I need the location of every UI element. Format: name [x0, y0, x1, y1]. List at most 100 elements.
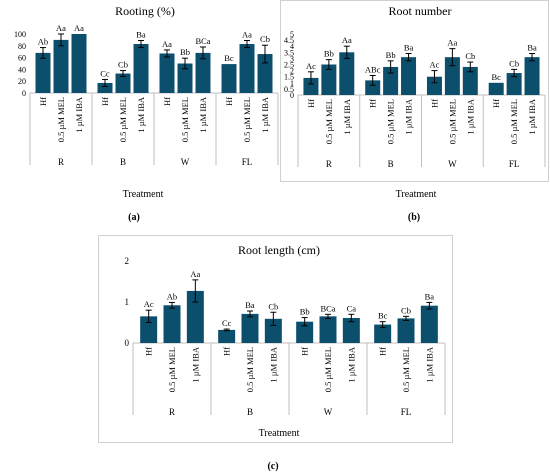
group-label: B — [388, 159, 394, 169]
chart-title: Rooting (%) — [115, 4, 175, 18]
bar — [339, 52, 355, 95]
bar — [401, 57, 417, 95]
data-label: Bb — [300, 307, 310, 317]
data-label: BCa — [195, 36, 210, 46]
panel-frame — [280, 0, 549, 182]
bar — [321, 64, 337, 95]
data-label: Aa — [447, 38, 457, 48]
bar — [257, 54, 273, 93]
category-tick-label: Hf — [222, 347, 232, 356]
category-tick-label: Hf — [378, 347, 388, 356]
error-bar — [262, 44, 268, 64]
bar — [444, 57, 460, 95]
chart-root-length: Root length (cm) 0 1 2 R Hf 0.5 µM MEL 1 µM IB… — [98, 235, 453, 472]
category-tick-label: Hf — [306, 99, 316, 108]
error-bar — [223, 328, 230, 332]
bar — [264, 318, 282, 343]
error-bar — [200, 46, 206, 60]
data-label: Ac — [306, 61, 316, 71]
data-label: Ac — [429, 60, 439, 70]
bar — [420, 305, 438, 343]
data-label: Ab — [38, 37, 48, 47]
panel-label: (a) — [128, 212, 140, 223]
chart-title: Root number — [389, 4, 452, 18]
y-tick-label: 3 — [290, 54, 294, 63]
panel-label: (b) — [408, 212, 420, 223]
bar — [524, 57, 540, 95]
data-label: Cc — [222, 318, 232, 328]
chart-title: Root length (cm) — [238, 243, 320, 257]
x-axis-label: Treatment — [396, 189, 437, 200]
category-tick-label: 0.5 µM MEL — [447, 99, 457, 144]
category-tick-label: Hf — [368, 99, 378, 108]
error-bar — [405, 53, 412, 62]
category-tick-label: 0.5 µM MEL — [401, 347, 411, 392]
category-tick-label: 0.5 µM MEL — [324, 99, 334, 144]
chart-root-number: Root number 00.511.522.533.544.55 R Hf 0.5 … — [280, 0, 549, 223]
data-label: Cb — [401, 305, 411, 315]
bar — [296, 321, 314, 343]
error-bar — [325, 59, 332, 70]
error-bar — [145, 309, 152, 323]
error-bar — [387, 60, 394, 74]
y-tick-label: 4.5 — [284, 36, 294, 45]
data-label: Bb — [386, 50, 396, 60]
y-tick-label: 0 — [22, 89, 26, 98]
bar — [97, 82, 113, 93]
group-label: R — [58, 157, 64, 167]
y-tick-label: 3.5 — [284, 48, 294, 57]
data-label: Aa — [56, 23, 66, 33]
bar — [186, 290, 204, 343]
bar — [239, 44, 255, 93]
category-tick-label: Hf — [429, 99, 439, 108]
category-tick-label: Hf — [224, 97, 234, 106]
category-tick-label: 1 µM IBA — [527, 98, 537, 134]
category-tick-label: Hf — [100, 97, 110, 106]
bar — [221, 64, 237, 93]
error-bar — [426, 301, 433, 310]
category-tick-label: 0.5 µM MEL — [509, 99, 519, 144]
data-label: Ba — [136, 29, 146, 39]
data-label: Bc — [491, 72, 501, 82]
data-label: Bc — [224, 53, 234, 63]
bar — [383, 66, 399, 95]
category-tick-label: Hf — [162, 97, 172, 106]
y-tick-label: 20 — [18, 77, 26, 86]
group-label: B — [120, 157, 126, 167]
category-tick-label: 0.5 µM MEL — [167, 347, 177, 392]
error-bar — [244, 39, 250, 49]
group-label: R — [326, 159, 332, 169]
category-tick-label: Hf — [144, 347, 154, 356]
category-tick-label: Hf — [491, 99, 501, 108]
category-tick-label: 0.5 µM MEL — [56, 97, 66, 142]
group-label: R — [169, 407, 175, 417]
category-tick-label: 1 µM IBA — [198, 96, 208, 132]
error-bar — [164, 49, 170, 58]
y-tick-label: 5 — [290, 30, 294, 39]
category-tick-label: Hf — [300, 347, 310, 356]
error-bar — [270, 311, 277, 326]
error-bar — [102, 78, 108, 88]
panel-label: (c) — [267, 461, 278, 472]
error-bar — [58, 33, 64, 47]
group-label: W — [181, 157, 190, 167]
bar — [71, 34, 87, 93]
error-bar — [467, 61, 474, 73]
group-label: W — [324, 407, 333, 417]
bar — [319, 316, 337, 343]
group-label: FL — [242, 157, 253, 167]
bar — [218, 329, 236, 343]
error-bar — [431, 70, 438, 84]
bar — [163, 305, 181, 343]
data-label: Ba — [245, 300, 255, 310]
data-label: Aa — [74, 23, 84, 33]
chart-rooting-percent: Rooting (%) 0 20 40 60 80 100 R Hf 0.5 µM MEL 1 µ… — [14, 4, 279, 223]
error-bar — [511, 68, 518, 78]
bar — [53, 39, 69, 93]
y-tick-label: 4 — [290, 42, 294, 51]
data-label: Bc — [378, 311, 388, 321]
y-tick-label: 2.5 — [284, 61, 294, 70]
error-bar — [325, 313, 331, 319]
bar — [426, 76, 442, 95]
